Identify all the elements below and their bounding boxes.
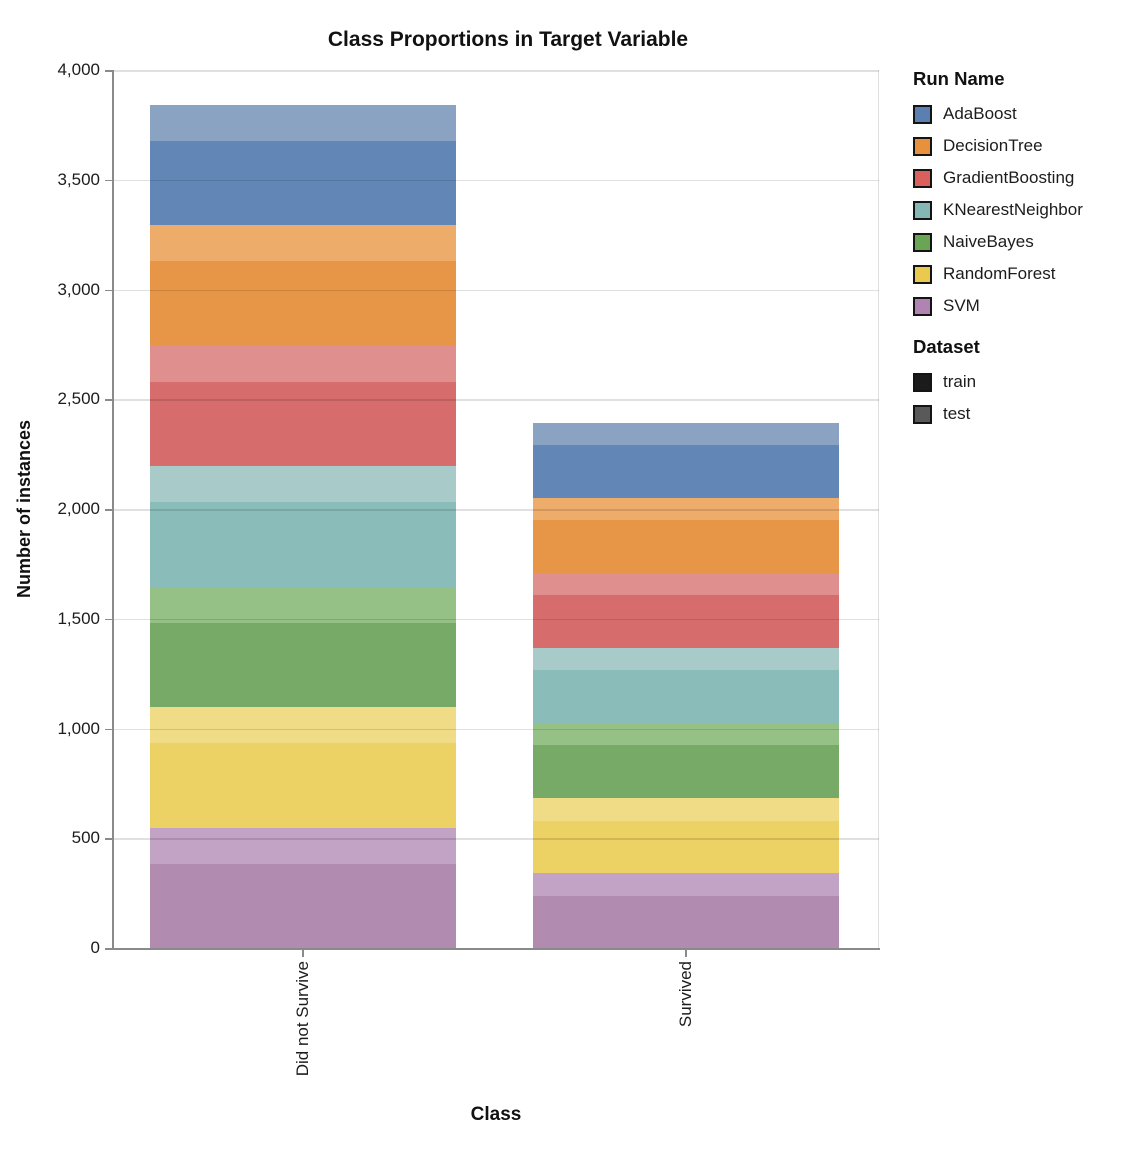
bar-segment-decisiontree-train[interactable]: [150, 261, 456, 346]
bar-segment-knearestneighbor-train[interactable]: [150, 502, 456, 587]
bar-segment-knearestneighbor-test[interactable]: [533, 647, 839, 671]
bar-segment-naivebayes-train[interactable]: [533, 745, 839, 798]
legend-item-randomforest: RandomForest: [913, 258, 1133, 290]
bar-segment-knearestneighbor-test[interactable]: [150, 466, 456, 503]
y-tick-label: 3,000: [57, 279, 100, 299]
legend-item-naivebayes: NaiveBayes: [913, 226, 1133, 258]
x-axis-title: Class: [470, 1104, 522, 1125]
legend: Run Name AdaBoost DecisionTree GradientBoo…: [913, 68, 1133, 430]
legend-swatch-test: [913, 404, 932, 424]
y-tick-label: 2,000: [57, 499, 100, 518]
legend-datasets: train test: [913, 366, 1133, 430]
bars-layer: [113, 70, 879, 949]
y-tick-label: 4,000: [57, 60, 100, 79]
legend-runs: AdaBoost DecisionTree GradientBoosting KNea…: [913, 98, 1133, 322]
x-tick-mark: [302, 950, 304, 957]
legend-item-adaboost: AdaBoost: [913, 98, 1133, 130]
y-tick-label: 2,500: [57, 389, 100, 409]
legend-label: AdaBoost: [943, 104, 1017, 123]
legend-swatch-knearestneighbor: [913, 200, 932, 220]
y-tick-mark: [105, 618, 112, 621]
y-tick-mark: [105, 509, 112, 511]
bar-segment-decisiontree-train[interactable]: [533, 520, 839, 573]
bar-segment-decisiontree-test[interactable]: [150, 225, 456, 262]
legend-item-knearestneighbor: KNearestNeighbor: [913, 194, 1133, 226]
bar-segment-svm-test[interactable]: [150, 827, 456, 864]
chart-title: Class Proportions in Target Variable: [327, 28, 689, 51]
y-tick-label: 1,000: [57, 718, 100, 738]
bar-segment-gradientboosting-test[interactable]: [150, 345, 456, 382]
bar-segment-randomforest-test[interactable]: [150, 707, 456, 744]
plot-area: [113, 70, 879, 949]
bar-segment-randomforest-test[interactable]: [533, 797, 839, 821]
bar-segment-gradientboosting-test[interactable]: [533, 572, 839, 596]
legend-item-decisiontree: DecisionTree: [913, 130, 1133, 162]
bar-segment-naivebayes-test[interactable]: [533, 722, 839, 746]
legend-swatch-adaboost: [913, 104, 932, 124]
legend-item-train: train: [913, 366, 1133, 398]
legend-item-svm: SVM: [913, 290, 1133, 322]
legend-label: GradientBoosting: [943, 168, 1075, 187]
legend-item-test: test: [913, 398, 1133, 430]
legend-label: test: [943, 404, 971, 423]
bar-segment-adaboost-train[interactable]: [533, 445, 839, 498]
y-tick-label: 500: [71, 828, 100, 848]
bar-segment-naivebayes-test[interactable]: [150, 586, 456, 623]
x-tick-label: Survived: [676, 961, 695, 1028]
y-tick-mark: [105, 289, 112, 291]
legend-swatch-randomforest: [913, 264, 932, 284]
y-tick-mark: [105, 838, 112, 840]
legend-swatch-decisiontree: [913, 136, 932, 156]
legend-label: DecisionTree: [943, 136, 1043, 155]
y-tick-mark: [105, 179, 112, 182]
bar-segment-randomforest-train[interactable]: [150, 743, 456, 828]
x-tick-mark: [685, 950, 687, 957]
y-tick-mark: [105, 728, 112, 730]
bar-segment-svm-train[interactable]: [533, 895, 839, 948]
y-tick-mark: [105, 399, 112, 401]
stacked-bar-did-not-survive: [150, 104, 456, 948]
legend-label: NaiveBayes: [943, 232, 1034, 251]
legend-swatch-svm: [913, 296, 932, 316]
x-axis-line: [112, 948, 880, 950]
y-tick-label: 3,500: [57, 169, 100, 189]
bar-segment-svm-test[interactable]: [533, 872, 839, 896]
bar-segment-knearestneighbor-train[interactable]: [533, 670, 839, 723]
x-tick-label: Did not Survive: [293, 961, 312, 1077]
bar-segment-adaboost-train[interactable]: [150, 140, 456, 226]
stacked-bar-survived: [533, 422, 839, 948]
y-tick-mark: [105, 948, 112, 950]
bar-segment-randomforest-train[interactable]: [533, 820, 839, 873]
bar-segment-adaboost-test[interactable]: [533, 422, 839, 446]
y-tick-mark: [105, 70, 112, 72]
legend-label: RandomForest: [943, 264, 1056, 283]
legend-swatch-train: [913, 372, 932, 392]
bar-segment-gradientboosting-train[interactable]: [150, 381, 456, 467]
legend-item-gradientboosting: GradientBoosting: [913, 162, 1133, 194]
bar-segment-gradientboosting-train[interactable]: [533, 595, 839, 648]
y-axis-line: [112, 70, 114, 950]
bar-segment-decisiontree-test[interactable]: [533, 497, 839, 521]
bar-segment-adaboost-test[interactable]: [150, 104, 456, 141]
legend-label: KNearestNeighbor: [943, 200, 1083, 219]
legend-swatch-naivebayes: [913, 232, 932, 252]
y-tick-label: 0: [90, 938, 100, 957]
legend-label: train: [943, 372, 977, 391]
bar-segment-svm-train[interactable]: [150, 863, 456, 948]
legend-dataset-title: Dataset: [913, 336, 980, 357]
legend-swatch-gradientboosting: [913, 168, 932, 188]
legend-label: SVM: [943, 296, 980, 315]
legend-run-name-title: Run Name: [913, 68, 1005, 89]
bar-segment-naivebayes-train[interactable]: [150, 622, 456, 708]
y-tick-label: 1,500: [57, 608, 100, 628]
